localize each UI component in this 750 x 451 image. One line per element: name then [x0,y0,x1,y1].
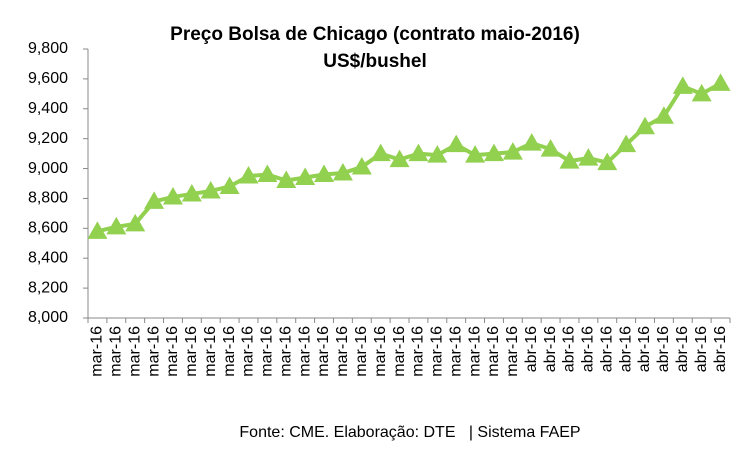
x-tick-label: mar-16 [202,326,219,377]
marker [502,142,523,160]
marker [370,143,391,162]
x-tick-label: mar-16 [296,326,313,377]
x-tick-label: abr-16 [655,326,672,372]
line [96,81,722,234]
x-tick-label: mar-16 [145,326,162,377]
marker [219,176,240,194]
x-tick-label: mar-16 [353,326,370,377]
marker [295,167,316,186]
x-tick-label: mar-16 [429,326,446,377]
y-tick-label: 9,200 [28,130,68,147]
marker [332,163,353,181]
marker [162,186,183,205]
x-tick-label: mar-16 [372,326,389,377]
marker [710,73,731,91]
y-tick-label: 8,400 [28,249,68,266]
x-tick-label: mar-16 [277,326,294,377]
x-tick-label: abr-16 [636,326,653,372]
marker [672,76,693,94]
marker [389,149,410,168]
marker [87,221,108,239]
x-tick-label: mar-16 [108,326,125,377]
marker [521,133,542,151]
marker [578,148,599,166]
x-tick-label: mar-16 [504,326,521,377]
x-tick-label: mar-16 [334,326,351,377]
x-tick-label: mar-16 [240,326,257,377]
x-tick-label: mar-16 [221,326,238,377]
x-tick-label: mar-16 [447,326,464,377]
x-tick-label: mar-16 [126,326,143,377]
x-tick-label: abr-16 [712,326,729,372]
marker [691,83,712,102]
marker [125,213,146,232]
chart-title: Preço Bolsa de Chicago (contrato maio-20… [170,24,580,45]
x-tick-label: abr-16 [598,326,615,372]
marker [181,183,202,202]
y-tick-label: 8,000 [28,309,68,326]
x-tick-label: abr-16 [542,326,559,372]
x-tick-label: mar-16 [466,326,483,377]
marker [314,164,335,183]
x-tick-label: mar-16 [259,326,276,377]
source-note: Fonte: CME. Elaboração: DTE | Sistema FA… [239,424,580,441]
marker [144,191,165,209]
x-tick-label: mar-16 [391,326,408,377]
marker [465,145,486,163]
x-tick-label: abr-16 [617,326,634,372]
marker [483,143,504,162]
marker [597,152,618,171]
y-tick-label: 8,800 [28,190,68,207]
marker [635,116,656,135]
marker [106,216,127,235]
y-tick-label: 8,200 [28,279,68,296]
y-tick-label: 9,600 [28,70,68,87]
marker [238,166,259,184]
y-tick-label: 9,000 [28,160,68,177]
x-tick-label: mar-16 [164,326,181,377]
y-tick-label: 8,600 [28,220,68,237]
x-tick-label: mar-16 [89,326,106,377]
marker [200,180,221,199]
marker [351,157,372,175]
y-tick-label: 9,800 [28,40,68,57]
marker [276,170,297,189]
x-tick-label: abr-16 [693,326,710,372]
y-tick-label: 9,400 [28,100,68,117]
x-tick-label: abr-16 [523,326,540,372]
marker [653,106,674,124]
marker [559,151,580,169]
x-tick-label: abr-16 [561,326,578,372]
x-tick-label: abr-16 [674,326,691,372]
chart-subtitle: US$/bushel [323,51,426,72]
x-tick-label: mar-16 [410,326,427,377]
x-tick-label: mar-16 [485,326,502,377]
marker [427,145,448,163]
marker [408,143,429,162]
x-tick-label: mar-16 [315,326,332,377]
x-tick-label: abr-16 [580,326,597,372]
marker [257,164,278,183]
marker [446,134,467,153]
marker [540,139,561,157]
marker [616,134,637,153]
x-tick-label: mar-16 [183,326,200,377]
